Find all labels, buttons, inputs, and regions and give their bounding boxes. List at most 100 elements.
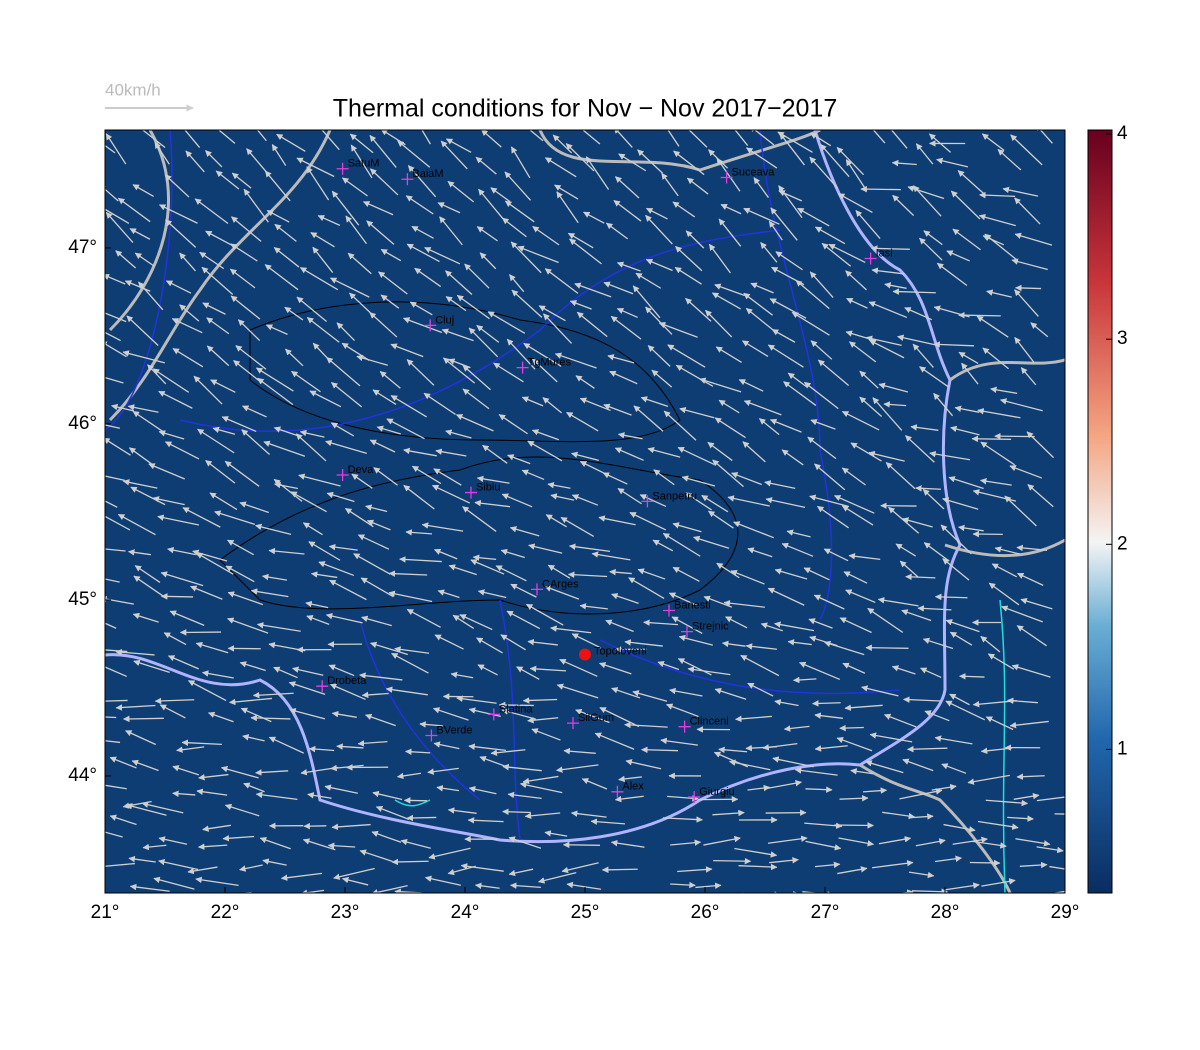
wind-arrow [807, 436, 837, 460]
site-marker [579, 648, 591, 661]
wind-arrow [396, 772, 422, 780]
wind-arrow [316, 130, 340, 151]
wind-arrow [882, 811, 916, 820]
wind-arrow [237, 319, 261, 342]
wind-arrow [774, 568, 808, 580]
wind-arrow [611, 593, 639, 604]
wind-arrow [160, 571, 204, 587]
wind-arrow [261, 573, 288, 581]
wind-arrow [164, 441, 200, 460]
wind-arrow [814, 745, 848, 752]
wind-arrow [152, 496, 185, 506]
wind-arrow [406, 243, 440, 263]
wind-arrow [841, 410, 880, 431]
wind-arrow [432, 707, 469, 721]
wind-arrow [670, 839, 702, 846]
wind-arrow [749, 130, 775, 146]
wind-arrow [205, 459, 236, 484]
wind-arrow [871, 267, 905, 275]
wind-arrow [977, 820, 1019, 830]
wind-arrow [890, 130, 908, 149]
wind-arrow [411, 465, 442, 485]
wind-arrow [809, 494, 850, 508]
wind-arrow [509, 526, 540, 537]
wind-arrow [870, 245, 910, 252]
wind-arrow [124, 280, 151, 292]
wind-arrow [1015, 284, 1042, 292]
wind-arrow [273, 666, 298, 679]
wind-arrow [299, 266, 339, 291]
wind-arrow [575, 375, 595, 389]
wind-arrow [427, 767, 459, 775]
wind-arrow [217, 130, 236, 144]
wind-arrow [902, 517, 933, 528]
wind-arrow [662, 532, 701, 557]
wind-arrow [132, 184, 154, 198]
wind-arrow [943, 823, 976, 833]
wind-arrow [922, 489, 945, 510]
wind-arrow [833, 495, 875, 514]
wind-arrow [390, 343, 424, 358]
wind-arrow [371, 885, 408, 893]
wind-arrow [934, 593, 968, 601]
wind-arrow [122, 715, 164, 723]
wind-arrow [556, 191, 579, 224]
station-label: SilGum [578, 712, 614, 724]
wind-arrow [115, 648, 155, 656]
wind-arrow [741, 340, 769, 357]
wind-arrow [386, 418, 425, 440]
wind-arrow [531, 728, 561, 741]
wind-arrow [899, 560, 919, 578]
wind-arrow [673, 150, 705, 176]
wind-arrow [477, 589, 507, 599]
y-tick-label: 45° [68, 589, 97, 610]
wind-arrow [559, 658, 598, 677]
wind-arrow [296, 296, 327, 322]
wind-arrow [525, 603, 564, 626]
wind-arrow [532, 358, 558, 383]
wind-arrow [440, 140, 468, 170]
wind-arrow [172, 347, 204, 368]
wind-arrow [599, 707, 640, 728]
station-label: Suceava [732, 166, 776, 178]
wind-arrow [141, 801, 184, 814]
station-marker [487, 708, 500, 721]
wind-arrow [575, 708, 610, 724]
wind-arrow [767, 587, 805, 606]
wind-arrow [105, 515, 131, 531]
wind-arrow [230, 216, 262, 242]
wind-arrow [1013, 792, 1040, 800]
wind-arrow [195, 641, 229, 654]
wind-arrow [372, 389, 397, 405]
wind-arrow [256, 622, 301, 632]
wind-arrow [379, 370, 401, 389]
wind-arrow [225, 565, 255, 583]
wind-arrow [369, 641, 408, 656]
wind-arrow [133, 575, 165, 598]
wind-arrow [949, 693, 970, 706]
wind-arrow [915, 838, 946, 847]
wind-arrow [328, 664, 355, 677]
wind-arrow [647, 446, 681, 458]
wind-arrow [504, 200, 535, 223]
wind-arrow [643, 619, 679, 626]
wind-arrow [695, 882, 722, 890]
wind-arrow [712, 459, 744, 488]
wind-arrow [349, 133, 374, 154]
wind-arrow [206, 317, 230, 335]
wind-arrow [117, 197, 151, 223]
wind-arrow [477, 664, 498, 676]
wind-arrow [814, 861, 841, 869]
wind-arrow [259, 836, 291, 850]
station-label: TgMures [528, 357, 572, 369]
wind-arrow [839, 795, 869, 802]
wind-arrow [810, 419, 836, 430]
wind-arrow [128, 549, 151, 556]
wind-arrow [523, 342, 562, 367]
wind-arrow [892, 288, 936, 295]
wind-arrow [652, 539, 674, 552]
station-marker [516, 361, 529, 374]
map-layers [105, 130, 1065, 893]
wind-arrow [625, 759, 662, 770]
wind-arrow [545, 514, 567, 528]
